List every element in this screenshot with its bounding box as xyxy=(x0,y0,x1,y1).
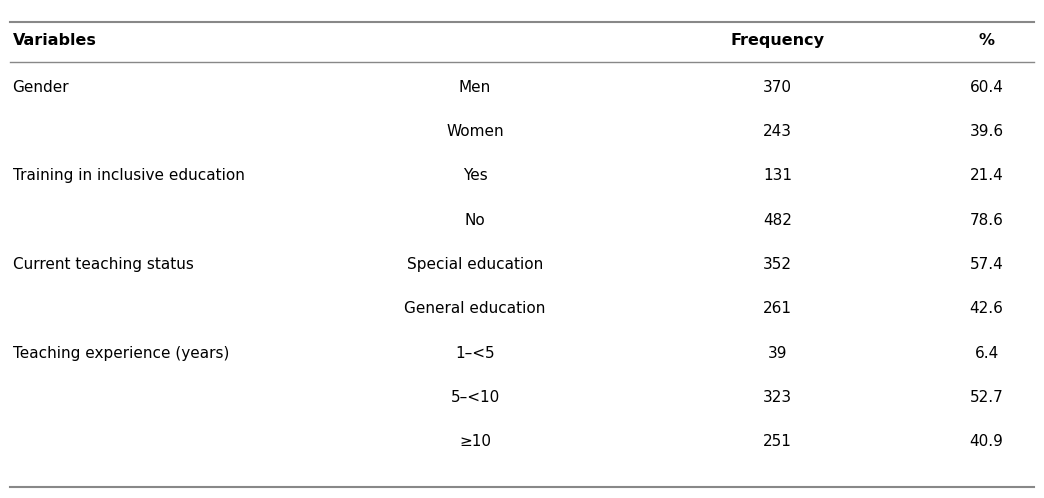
Text: 261: 261 xyxy=(763,301,792,316)
Text: 131: 131 xyxy=(763,168,792,183)
Text: ≥10: ≥10 xyxy=(459,434,491,449)
Text: 251: 251 xyxy=(763,434,792,449)
Text: 40.9: 40.9 xyxy=(970,434,1003,449)
Text: 243: 243 xyxy=(763,124,792,139)
Text: 6.4: 6.4 xyxy=(974,346,999,361)
Text: 5–<10: 5–<10 xyxy=(450,390,500,405)
Text: Teaching experience (years): Teaching experience (years) xyxy=(13,346,229,361)
Text: 39.6: 39.6 xyxy=(970,124,1003,139)
Text: Women: Women xyxy=(446,124,504,139)
Text: Frequency: Frequency xyxy=(731,33,825,48)
Text: 78.6: 78.6 xyxy=(970,213,1003,228)
Text: 370: 370 xyxy=(763,80,792,95)
Text: 21.4: 21.4 xyxy=(970,168,1003,183)
Text: Variables: Variables xyxy=(13,33,96,48)
Text: 60.4: 60.4 xyxy=(970,80,1003,95)
Text: 352: 352 xyxy=(763,257,792,272)
Text: Yes: Yes xyxy=(462,168,488,183)
Text: 39: 39 xyxy=(768,346,787,361)
Text: 42.6: 42.6 xyxy=(970,301,1003,316)
Text: Gender: Gender xyxy=(13,80,69,95)
Text: Special education: Special education xyxy=(407,257,543,272)
Text: 52.7: 52.7 xyxy=(970,390,1003,405)
Text: 482: 482 xyxy=(763,213,792,228)
Text: 1–<5: 1–<5 xyxy=(455,346,495,361)
Text: Training in inclusive education: Training in inclusive education xyxy=(13,168,244,183)
Text: Men: Men xyxy=(459,80,491,95)
Text: 323: 323 xyxy=(763,390,792,405)
Text: %: % xyxy=(978,33,995,48)
Text: 57.4: 57.4 xyxy=(970,257,1003,272)
Text: Current teaching status: Current teaching status xyxy=(13,257,193,272)
Text: General education: General education xyxy=(404,301,546,316)
Text: No: No xyxy=(465,213,485,228)
